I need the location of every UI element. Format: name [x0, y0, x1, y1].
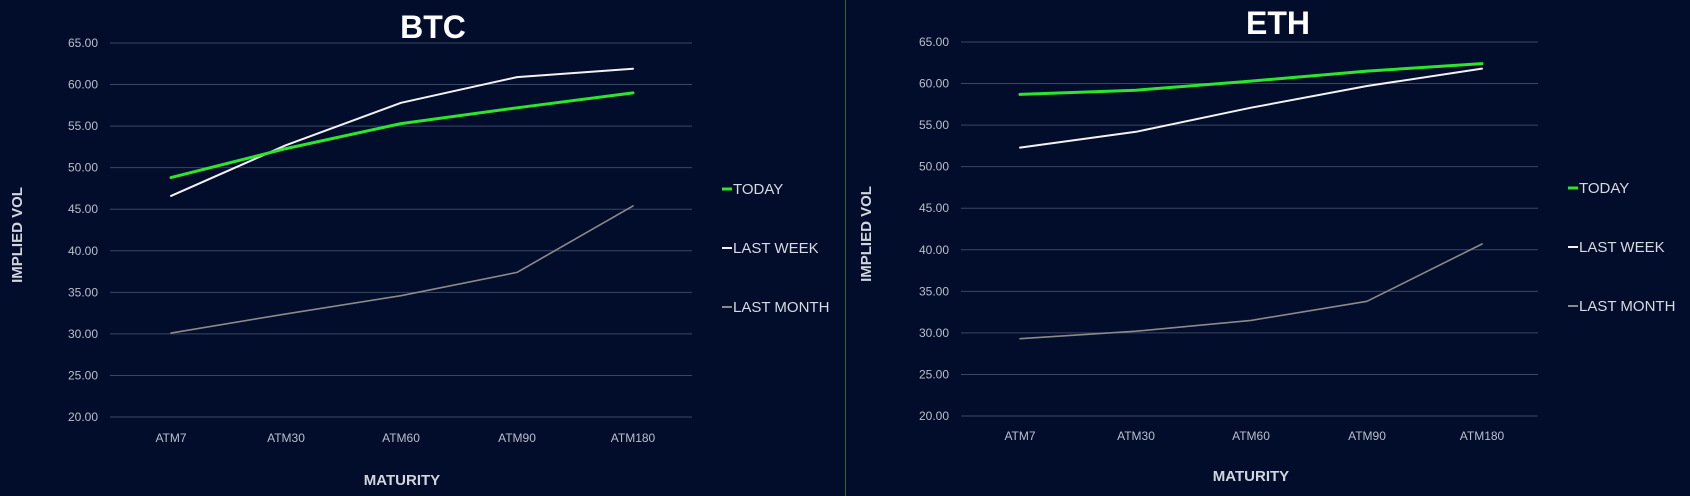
- chart-1-y-tick-label: 25.00: [919, 367, 949, 381]
- chart-1-y-tick-label: 20.00: [919, 409, 949, 423]
- chart-1-gridlines: [961, 41, 1538, 417]
- chart-0-y-tick-label: 25.00: [68, 368, 98, 382]
- chart-1-x-tick-label: ATM90: [1348, 429, 1386, 443]
- chart-0-gridlines: [110, 42, 692, 418]
- chart-0-x-axis-label: MATURITY: [364, 472, 440, 489]
- chart-1-y-tick-label: 45.00: [919, 201, 949, 215]
- chart-1-x-tick-label: ATM60: [1232, 429, 1270, 443]
- chart-0-x-tick-label: ATM180: [611, 431, 656, 445]
- chart-0-y-tick-label: 20.00: [68, 410, 98, 424]
- chart-0-legend-label-today: TODAY: [733, 181, 783, 198]
- chart-0-legend-label-last-month: LAST MONTH: [733, 299, 829, 316]
- chart-0-title: BTC: [400, 9, 466, 45]
- chart-0-x-tick-label: ATM90: [498, 431, 536, 445]
- chart-1-legend-label-today: TODAY: [1579, 180, 1629, 197]
- chart-0-legend-label-last-week: LAST WEEK: [733, 240, 819, 257]
- chart-0-x-tick-label: ATM60: [382, 431, 420, 445]
- chart-0-x-tick-label: ATM7: [155, 431, 186, 445]
- btc-chart-panel: 20.00 25.00 30.00 35.00 40.00 45.00 50.00 55.00…: [9, 9, 829, 489]
- chart-1-y-tick-label: 40.00: [919, 243, 949, 257]
- panel-divider: [845, 0, 846, 496]
- chart-1-legend-label-last-month: LAST MONTH: [1579, 298, 1675, 315]
- chart-0-y-tick-label: 60.00: [68, 78, 98, 92]
- chart-0-x-tick-label: ATM30: [267, 431, 305, 445]
- chart-1-x-tick-label: ATM180: [1460, 429, 1505, 443]
- eth-chart-panel: 20.00 25.00 30.00 35.00 40.00 45.00 50.00 55.00…: [846, 0, 1690, 496]
- chart-1-title: ETH: [1246, 5, 1310, 41]
- chart-1-x-axis-label: MATURITY: [1213, 468, 1289, 485]
- chart-1-y-tick-label: 35.00: [919, 284, 949, 298]
- chart-0-y-tick-label: 30.00: [68, 327, 98, 341]
- chart-1-legend-label-last-week: LAST WEEK: [1579, 239, 1665, 256]
- chart-0-y-tick-label: 40.00: [68, 244, 98, 258]
- chart-0-y-tick-label: 35.00: [68, 285, 98, 299]
- chart-1-legend: TODAY LAST WEEK LAST MONTH: [1568, 180, 1675, 315]
- chart-1-y-tick-label: 55.00: [919, 118, 949, 132]
- chart-1-y-tick-label: 50.00: [919, 160, 949, 174]
- chart-1-y-axis-label: IMPLIED VOL: [858, 186, 875, 282]
- chart-0-legend: TODAY LAST WEEK LAST MONTH: [722, 181, 829, 316]
- chart-0-y-tick-label: 50.00: [68, 161, 98, 175]
- chart-1-x-tick-label: ATM7: [1004, 429, 1035, 443]
- chart-0-y-tick-label: 65.00: [68, 36, 98, 50]
- eth-chart-svg: 20.00 25.00 30.00 35.00 40.00 45.00 50.00 55.00…: [858, 5, 1675, 485]
- chart-0-series-line-last-month: [170, 205, 634, 334]
- chart-1-y-tick-label: 65.00: [919, 35, 949, 49]
- btc-chart-svg: 20.00 25.00 30.00 35.00 40.00 45.00 50.00 55.00…: [9, 9, 829, 489]
- chart-0-y-axis-label: IMPLIED VOL: [9, 187, 26, 283]
- chart-1-y-tick-label: 30.00: [919, 326, 949, 340]
- chart-1-y-tick-label: 60.00: [919, 77, 949, 91]
- chart-1-x-tick-label: ATM30: [1117, 429, 1155, 443]
- chart-0-series-line-last-week: [170, 67, 634, 197]
- chart-0-y-tick-label: 55.00: [68, 119, 98, 133]
- chart-0-y-tick-label: 45.00: [68, 202, 98, 216]
